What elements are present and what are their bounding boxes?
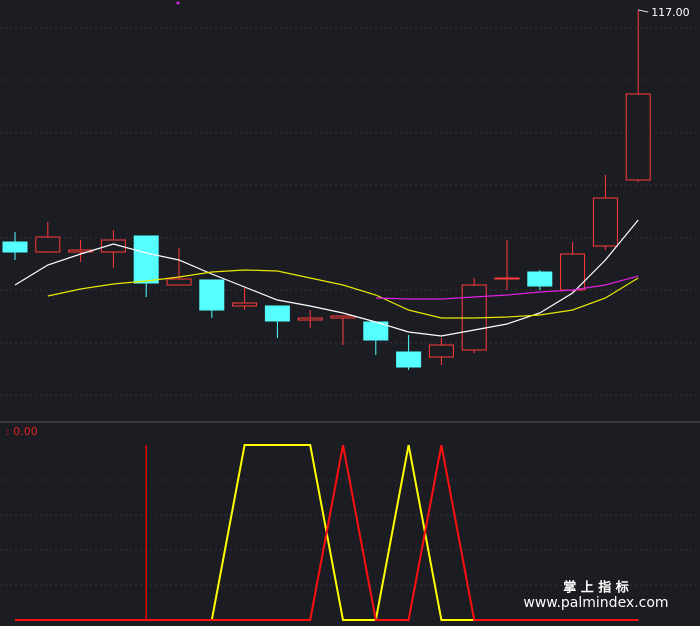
candle-body: [560, 253, 586, 291]
max-pointer: [638, 9, 649, 13]
candle-body: [68, 249, 94, 253]
candle-body: [133, 235, 159, 284]
candle-body: [330, 315, 356, 319]
candle-body: [100, 239, 126, 253]
candle-body: [625, 93, 651, 181]
moving-average: [47, 269, 639, 319]
indicator-label: : 0.00: [6, 425, 38, 438]
candle-body: [232, 302, 258, 307]
moving-average: [375, 275, 639, 300]
marker-dot: [176, 1, 180, 5]
candle-body: [396, 351, 422, 368]
watermark-url: www.palmindex.com: [523, 595, 668, 611]
candle-body: [2, 241, 28, 253]
max-label: 117.00: [651, 6, 690, 19]
watermark-title: 掌 上 指 标: [563, 580, 629, 596]
candle-body: [527, 271, 553, 287]
indicator-line: [15, 444, 639, 621]
candle-body: [428, 344, 454, 358]
candle-body: [592, 197, 618, 247]
candle-body: [297, 317, 323, 321]
candle-body: [166, 278, 192, 286]
candle-body: [35, 236, 61, 253]
candle-body: [199, 279, 225, 311]
candle-body: [264, 305, 290, 322]
candle-body: [494, 277, 520, 280]
